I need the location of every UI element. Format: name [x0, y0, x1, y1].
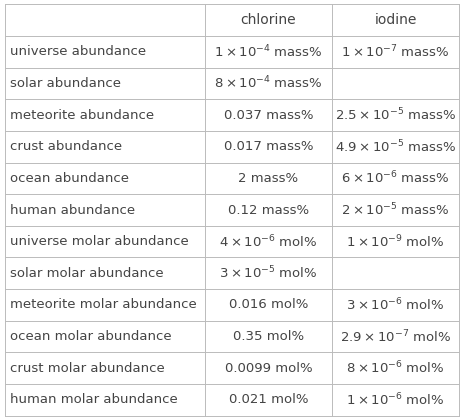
Text: $3\times10^{-6}$ mol%: $3\times10^{-6}$ mol%: [346, 297, 444, 313]
Text: ocean abundance: ocean abundance: [10, 172, 129, 185]
Text: $2.5\times10^{-5}$ mass%: $2.5\times10^{-5}$ mass%: [334, 107, 455, 123]
Text: chlorine: chlorine: [240, 13, 295, 27]
Text: ocean molar abundance: ocean molar abundance: [10, 330, 171, 343]
Text: 0.017 mass%: 0.017 mass%: [223, 140, 313, 153]
Text: solar abundance: solar abundance: [10, 77, 121, 90]
Text: human molar abundance: human molar abundance: [10, 394, 178, 407]
Text: meteorite abundance: meteorite abundance: [10, 108, 154, 121]
Text: human abundance: human abundance: [10, 204, 135, 216]
Text: $4\times10^{-6}$ mol%: $4\times10^{-6}$ mol%: [219, 234, 317, 250]
Text: crust abundance: crust abundance: [10, 140, 122, 153]
Text: $1\times10^{-4}$ mass%: $1\times10^{-4}$ mass%: [213, 43, 322, 60]
Text: 0.35 mol%: 0.35 mol%: [232, 330, 303, 343]
Text: 0.0099 mol%: 0.0099 mol%: [224, 362, 312, 375]
Text: $8\times10^{-6}$ mol%: $8\times10^{-6}$ mol%: [346, 360, 444, 377]
Text: universe abundance: universe abundance: [10, 45, 146, 58]
Text: 2 mass%: 2 mass%: [238, 172, 298, 185]
Text: $1\times10^{-7}$ mass%: $1\times10^{-7}$ mass%: [341, 43, 449, 60]
Text: 0.021 mol%: 0.021 mol%: [228, 394, 307, 407]
Text: solar molar abundance: solar molar abundance: [10, 267, 163, 280]
Text: $8\times10^{-4}$ mass%: $8\times10^{-4}$ mass%: [213, 75, 322, 92]
Text: $3\times10^{-5}$ mol%: $3\times10^{-5}$ mol%: [219, 265, 317, 282]
Text: 0.037 mass%: 0.037 mass%: [223, 108, 313, 121]
Text: $2.9\times10^{-7}$ mol%: $2.9\times10^{-7}$ mol%: [339, 328, 450, 345]
Text: universe molar abundance: universe molar abundance: [10, 235, 188, 248]
Text: $6\times10^{-6}$ mass%: $6\times10^{-6}$ mass%: [341, 170, 449, 186]
Text: $4.9\times10^{-5}$ mass%: $4.9\times10^{-5}$ mass%: [334, 138, 455, 155]
Text: 0.016 mol%: 0.016 mol%: [228, 299, 307, 312]
Text: $2\times10^{-5}$ mass%: $2\times10^{-5}$ mass%: [341, 202, 449, 218]
Text: $1\times10^{-9}$ mol%: $1\times10^{-9}$ mol%: [346, 234, 444, 250]
Text: 0.12 mass%: 0.12 mass%: [227, 204, 308, 216]
Text: $1\times10^{-6}$ mol%: $1\times10^{-6}$ mol%: [346, 392, 444, 408]
Text: iodine: iodine: [374, 13, 416, 27]
Text: crust molar abundance: crust molar abundance: [10, 362, 165, 375]
Text: meteorite molar abundance: meteorite molar abundance: [10, 299, 196, 312]
